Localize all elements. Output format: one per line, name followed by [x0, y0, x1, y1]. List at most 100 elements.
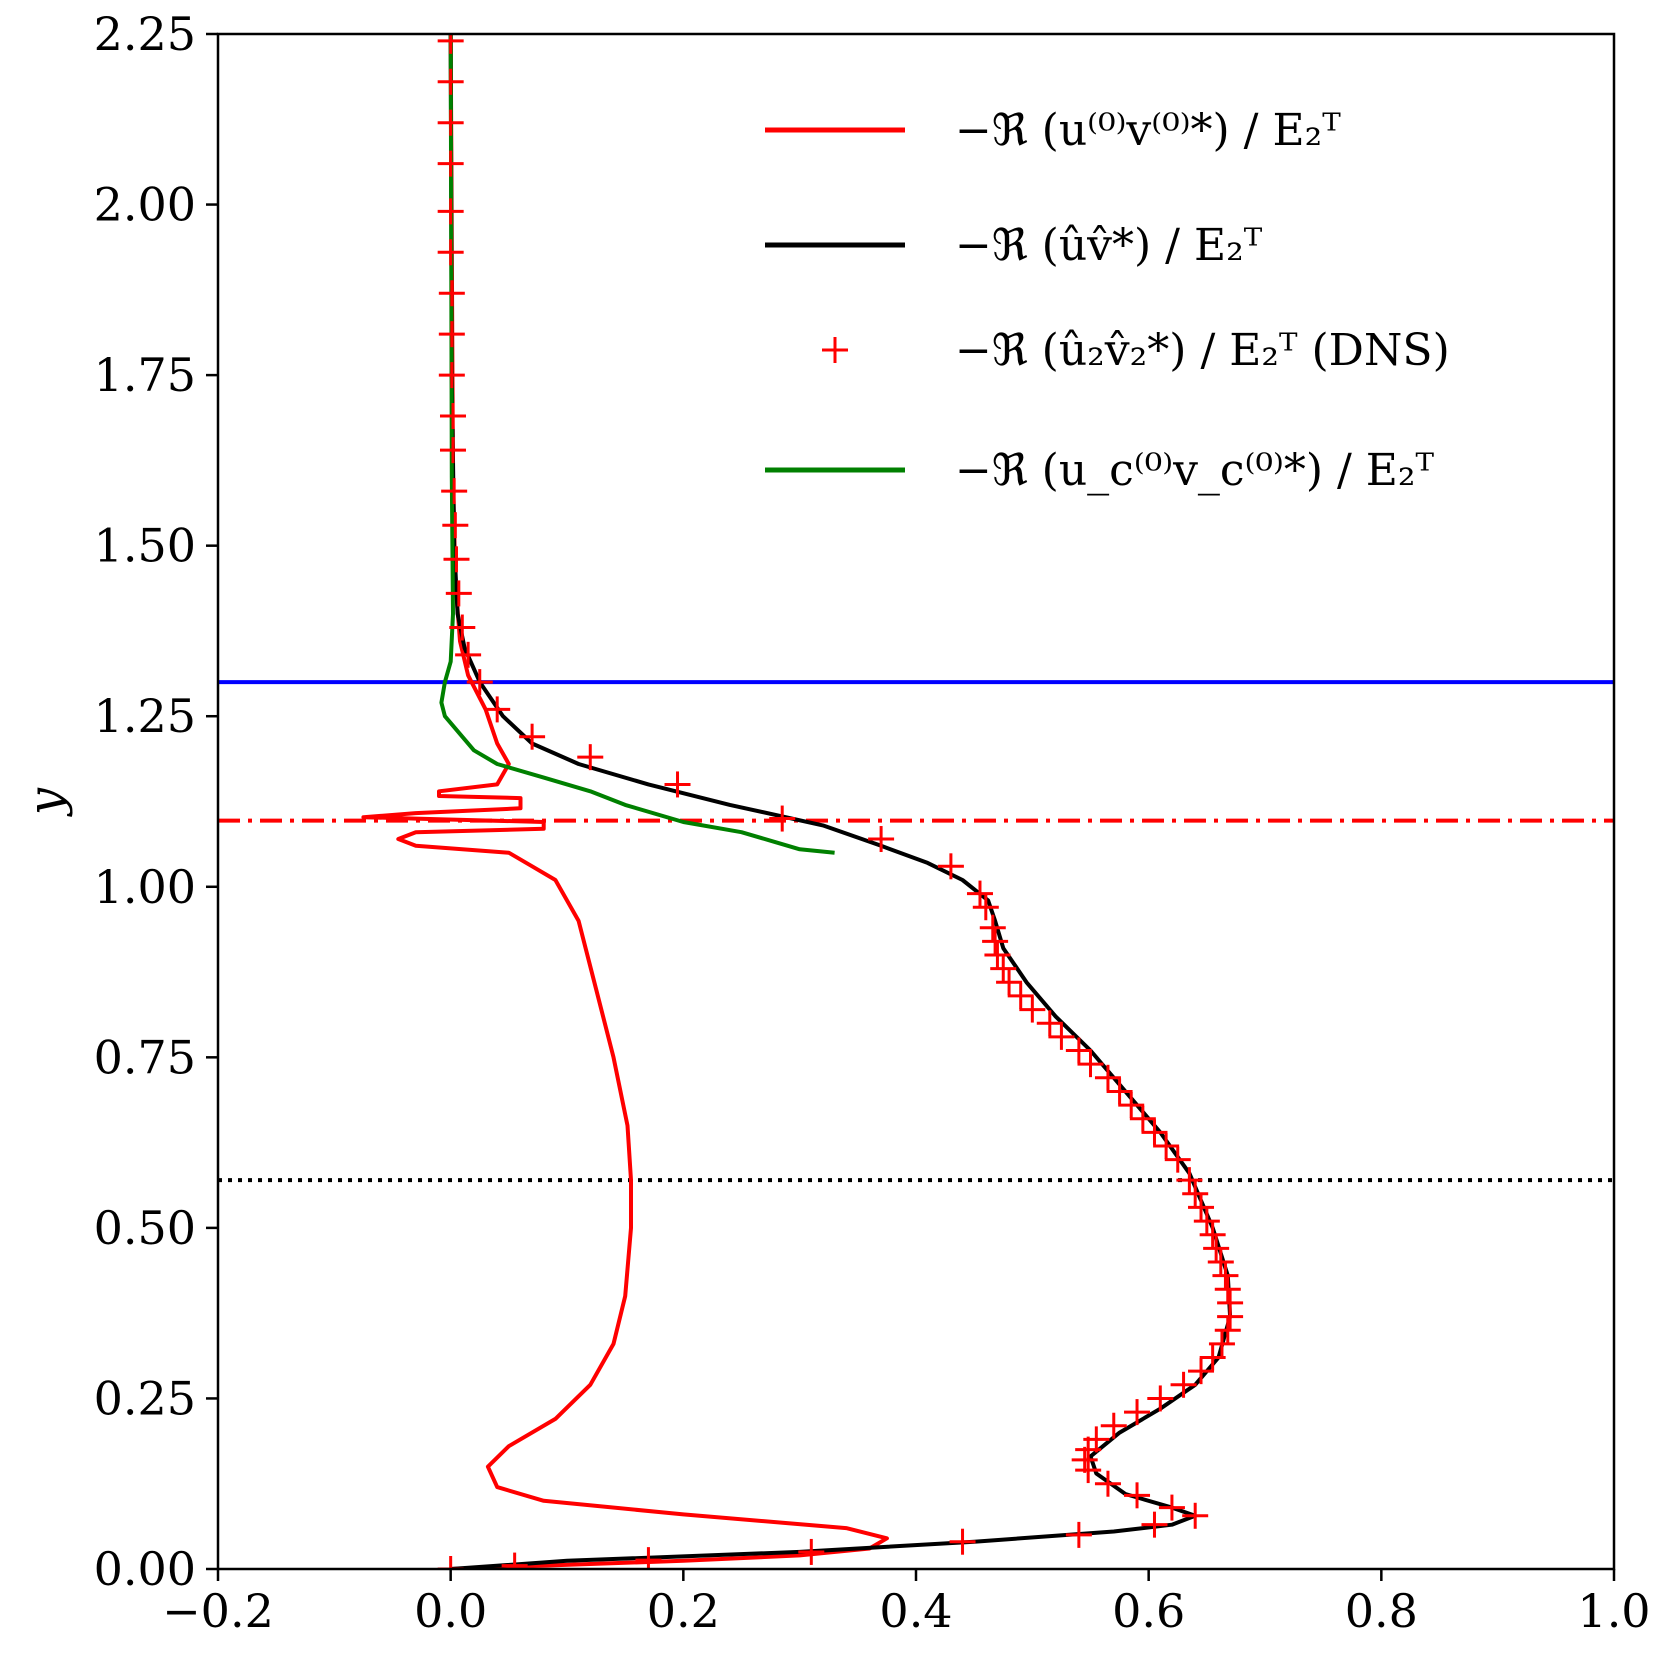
legend: −ℜ (u⁽⁰⁾v⁽⁰⁾*) / E₂ᵀ −ℜ (ûv̂*) / E₂ᵀ −ℜ (û… — [765, 105, 1450, 496]
dns-marker — [438, 280, 465, 307]
x-tick-label: 1.0 — [1577, 1584, 1650, 1638]
dns-marker — [501, 1552, 528, 1569]
dns-marker — [1188, 1358, 1215, 1385]
dns-marker — [437, 239, 464, 266]
dns-marker — [868, 826, 895, 853]
reference-lines — [218, 680, 1614, 1183]
dns-marker — [1199, 1344, 1226, 1371]
dns-marker — [1094, 1470, 1121, 1497]
dns-marker — [1188, 1194, 1215, 1221]
x-tick-label: 0.0 — [414, 1584, 487, 1638]
dns-marker — [437, 1556, 464, 1569]
series-layer — [361, 34, 1244, 1569]
series-line-3 — [439, 34, 835, 855]
axes-layer: −0.2 0.0 0.2 0.4 0.6 0.8 1.0 0.00 0.25 0.50 0.75 1.… — [94, 7, 1651, 1638]
dns-marker — [1208, 1330, 1235, 1357]
dns-marker — [1019, 996, 1046, 1023]
series-line-0 — [361, 34, 889, 1569]
dns-marker — [1182, 1502, 1209, 1529]
dns-marker — [949, 1528, 976, 1555]
dns-marker — [769, 805, 796, 832]
dns-marker — [437, 150, 464, 177]
dns-marker — [519, 723, 546, 750]
dns-marker — [439, 403, 466, 430]
dns-marker — [1065, 1037, 1092, 1064]
dns-marker — [664, 771, 691, 798]
dns-marker — [982, 928, 1009, 955]
y-tick-label: 1.00 — [94, 860, 196, 914]
dns-marker — [990, 955, 1017, 982]
dns-marker — [984, 942, 1011, 968]
dns-marker — [1193, 1208, 1220, 1235]
dns-marker — [439, 437, 466, 464]
legend-label-2: −ℜ (û₂v̂₂*) / E₂ᵀ (DNS) — [955, 325, 1450, 376]
dns-marker — [1124, 1399, 1151, 1426]
dns-marker — [1065, 1521, 1092, 1548]
dns-marker — [1141, 1511, 1168, 1538]
x-tick-label: −0.2 — [162, 1584, 274, 1638]
y-axis-label: y — [18, 787, 74, 817]
dns-marker — [1212, 1262, 1239, 1289]
dns-marker — [1048, 1023, 1075, 1050]
y-tick-label: 1.75 — [94, 348, 196, 402]
dns-marker — [937, 853, 964, 880]
x-tick-label: 0.4 — [879, 1584, 952, 1638]
dns-marker — [1199, 1221, 1226, 1248]
y-tick-label: 1.50 — [94, 519, 196, 573]
dns-marker — [437, 68, 464, 95]
dns-marker — [437, 109, 464, 136]
y-tick-label: 2.25 — [94, 7, 196, 61]
dns-marker — [442, 512, 469, 539]
dns-marker — [1217, 1289, 1244, 1316]
dns-marker — [798, 1538, 825, 1565]
dns-marker — [441, 478, 468, 505]
dns-marker — [1118, 1092, 1145, 1119]
dns-marker — [1147, 1385, 1174, 1412]
legend-label-1: −ℜ (ûv̂*) / E₂ᵀ — [955, 220, 1263, 271]
dns-marker — [1094, 1064, 1121, 1091]
x-tick-label: 0.6 — [1112, 1584, 1185, 1638]
y-tick-label: 0.25 — [94, 1371, 196, 1425]
dns-marker — [1203, 1235, 1230, 1262]
dns-marker — [1036, 1010, 1063, 1037]
dns-marker — [1124, 1482, 1151, 1509]
dns-marker — [1077, 1051, 1104, 1078]
dns-marker — [1007, 982, 1034, 1009]
dns-marker — [438, 362, 465, 389]
dns-marker — [484, 696, 511, 723]
dns-marker — [1129, 1105, 1156, 1132]
y-tick-label: 2.00 — [94, 178, 196, 232]
plot-frame — [216, 32, 1616, 1571]
legend-label-0: −ℜ (u⁽⁰⁾v⁽⁰⁾*) / E₂ᵀ — [955, 105, 1341, 156]
dns-marker — [1100, 1412, 1127, 1439]
dns-marker — [1214, 1276, 1241, 1303]
dns-marker — [1182, 1180, 1209, 1207]
legend-swatch-2 — [822, 337, 848, 363]
dns-marker — [1207, 1249, 1234, 1275]
y-tick-label: 0.00 — [94, 1542, 196, 1596]
dns-marker — [1071, 1446, 1098, 1473]
y-tick-label: 1.25 — [94, 689, 196, 743]
dns-marker — [972, 894, 999, 921]
y-tick-label: 0.75 — [94, 1030, 196, 1084]
dns-marker — [1106, 1078, 1133, 1105]
dns-marker — [455, 641, 482, 668]
dns-marker — [443, 546, 470, 573]
dns-marker — [966, 880, 993, 907]
x-tick-label: 0.8 — [1345, 1584, 1418, 1638]
x-tick-label: 0.2 — [647, 1584, 720, 1638]
dns-marker — [1214, 1317, 1241, 1344]
dns-marker — [1170, 1371, 1197, 1398]
dns-marker — [437, 34, 464, 54]
dns-marker — [577, 744, 604, 771]
dns-marker — [466, 669, 493, 696]
dns-marker — [438, 321, 465, 348]
dns-marker — [449, 614, 476, 641]
dns-marker — [1153, 1133, 1180, 1160]
dns-marker — [1164, 1146, 1191, 1173]
legend-label-3: −ℜ (u_c⁽⁰⁾v_c⁽⁰⁾*) / E₂ᵀ — [955, 445, 1435, 496]
dns-marker — [445, 580, 472, 607]
dns-marker — [1176, 1167, 1203, 1194]
dns-marker — [996, 969, 1023, 996]
